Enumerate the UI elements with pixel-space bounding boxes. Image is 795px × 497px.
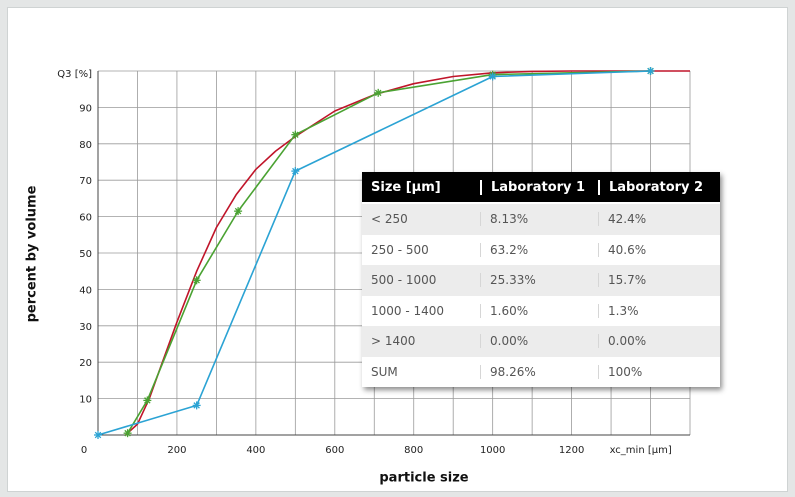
table-cell: 98.26% bbox=[480, 364, 598, 379]
x-axis-title: particle size bbox=[379, 470, 469, 486]
data-point-marker bbox=[488, 72, 497, 81]
data-point-marker bbox=[374, 88, 383, 97]
y-tick-label: 60 bbox=[79, 213, 92, 224]
table-cell: 1.60% bbox=[480, 303, 598, 318]
table-cell: 0.00% bbox=[480, 334, 598, 349]
y-unit-label: Q3 [%] bbox=[57, 69, 92, 80]
data-point-marker bbox=[291, 130, 300, 139]
y-tick-label: 50 bbox=[79, 249, 92, 260]
x-tick-label: 600 bbox=[325, 445, 344, 456]
table-cell: SUM bbox=[371, 364, 398, 379]
y-tick-label: 90 bbox=[79, 103, 92, 114]
table-header-row: Size [µm] Laboratory 1 Laboratory 2 bbox=[362, 172, 720, 204]
table-cell: 40.6% bbox=[598, 242, 720, 257]
data-point-marker bbox=[192, 276, 201, 285]
table-cell: 100% bbox=[598, 364, 720, 379]
table-row: SUM 98.26% 100% bbox=[362, 357, 720, 388]
y-axis-title: percent by volume bbox=[24, 185, 40, 323]
table-cell: 500 - 1000 bbox=[371, 273, 437, 288]
table-row: 250 - 500 63.2% 40.6% bbox=[362, 235, 720, 266]
x-unit-label: xc_min [µm] bbox=[610, 445, 672, 456]
table-cell: 25.33% bbox=[480, 273, 598, 288]
y-tick-label: 80 bbox=[79, 140, 92, 151]
data-point-marker bbox=[291, 167, 300, 176]
table-cell: 15.7% bbox=[598, 273, 720, 288]
x-tick-label: 200 bbox=[167, 445, 186, 456]
y-tick-label: 10 bbox=[79, 395, 92, 406]
table-row: 500 - 1000 25.33% 15.7% bbox=[362, 265, 720, 296]
data-point-marker bbox=[234, 207, 243, 216]
table-row: > 1400 0.00% 0.00% bbox=[362, 326, 720, 357]
y-tick-label: 40 bbox=[79, 285, 92, 296]
table-header-size: Size [µm] bbox=[371, 179, 441, 195]
y-tick-label: 70 bbox=[79, 176, 92, 187]
x-tick-label: 1200 bbox=[559, 445, 584, 456]
size-distribution-table: Size [µm] Laboratory 1 Laboratory 2 < 25… bbox=[362, 172, 720, 387]
table-cell: 8.13% bbox=[480, 212, 598, 227]
table-cell: 63.2% bbox=[480, 242, 598, 257]
y-tick-label: 20 bbox=[79, 358, 92, 369]
table-header-lab1: Laboratory 1 bbox=[480, 179, 598, 195]
series-line-1 bbox=[126, 70, 651, 434]
table-cell: 0.00% bbox=[598, 334, 720, 349]
data-point-marker bbox=[94, 431, 102, 439]
x-tick-label: 400 bbox=[246, 445, 265, 456]
table-row: < 250 8.13% 42.4% bbox=[362, 204, 720, 235]
y-tick-label: 30 bbox=[79, 322, 92, 333]
table-cell: 42.4% bbox=[598, 212, 720, 227]
table-header-lab2: Laboratory 2 bbox=[598, 179, 720, 195]
data-point-marker bbox=[123, 429, 132, 438]
table-cell: 1.3% bbox=[598, 303, 720, 318]
table-row: 1000 - 1400 1.60% 1.3% bbox=[362, 296, 720, 327]
x-tick-label: 800 bbox=[404, 445, 423, 456]
table-cell: > 1400 bbox=[371, 334, 416, 349]
data-point-marker bbox=[192, 401, 201, 410]
table-cell: 250 - 500 bbox=[371, 242, 429, 257]
x-tick-label: 0 bbox=[81, 445, 87, 456]
data-point-marker bbox=[646, 67, 655, 75]
data-point-marker bbox=[143, 396, 152, 405]
x-tick-label: 1000 bbox=[480, 445, 505, 456]
table-cell: 1000 - 1400 bbox=[371, 303, 445, 318]
table-cell: < 250 bbox=[371, 212, 408, 227]
